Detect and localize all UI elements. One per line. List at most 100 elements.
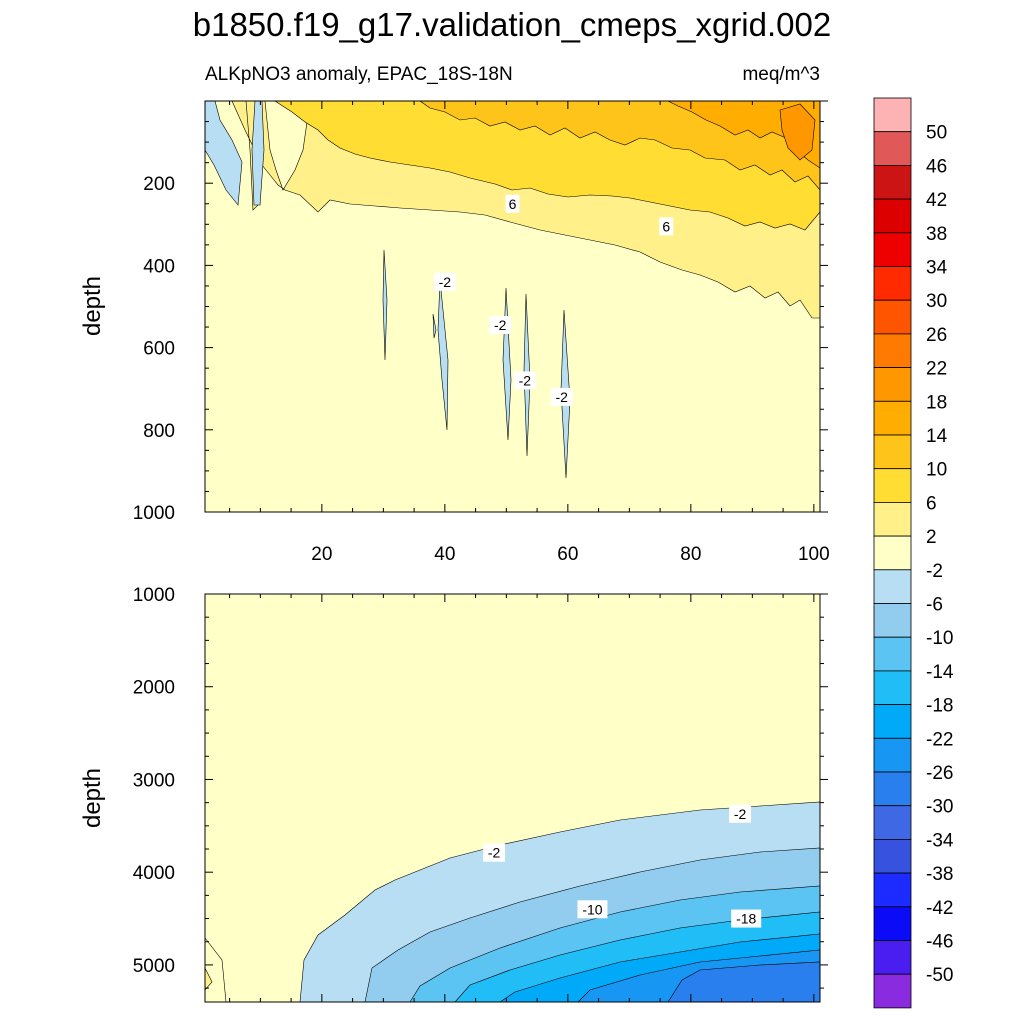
colorbar-box	[873, 333, 912, 368]
colorbar-label: 2	[926, 527, 937, 548]
contour-label: -2	[519, 372, 532, 388]
contour-label: -2	[488, 845, 501, 861]
upper-neg-streak-3	[432, 313, 437, 339]
colorbar-label: -10	[926, 628, 953, 649]
chart-title: b1850.f19_g17.validation_cmeps_xgrid.002	[193, 6, 831, 43]
upper-contour-fills	[204, 100, 821, 479]
contour-label-bg	[550, 387, 573, 406]
colorbar-box	[873, 569, 912, 604]
contour-label-bg	[513, 371, 536, 390]
contour-label: -18	[736, 911, 756, 927]
upper-panel: 20 40 60 80 100 200 400 600 800 1000 6 6 -2 -2 -2 -2 d…	[79, 100, 830, 565]
lower-frame	[204, 593, 821, 1003]
ytick-label: 3000	[133, 770, 175, 791]
xtick-label: 100	[798, 544, 830, 565]
contour-label: -10	[582, 901, 602, 917]
colorbar-box	[873, 367, 912, 402]
colorbar-box	[873, 97, 912, 133]
colorbar-label: 18	[926, 392, 947, 413]
contour-label: 6	[509, 196, 517, 212]
contour-label-bg	[433, 272, 456, 291]
contour-label-bg	[731, 909, 762, 928]
colorbar-box	[873, 805, 912, 840]
contour-label: -2	[734, 806, 747, 822]
lower-ylabel: depth	[79, 768, 106, 828]
colorbar-label: 46	[926, 156, 947, 177]
colorbar-label: -6	[926, 595, 943, 616]
contour-label-bg	[489, 315, 512, 334]
colorbar-label: -14	[926, 662, 954, 683]
upper-ticks: 20 40 60 80 100 200 400 600 800 1000	[133, 100, 830, 565]
xtick-label: 60	[557, 544, 578, 565]
lower-contour-labels: -2 -2 -10 -18	[483, 804, 762, 928]
ytick-label: 600	[143, 339, 175, 360]
colorbar-label: 6	[926, 493, 937, 514]
ytick-label: 4000	[133, 863, 175, 884]
colorbar-label: -42	[926, 898, 953, 919]
colorbar-box	[873, 501, 912, 537]
contour-label: 6	[662, 218, 670, 234]
ytick-label: 1000	[133, 503, 175, 524]
colorbar-box	[873, 940, 912, 975]
colorbar-label: 22	[926, 359, 947, 380]
colorbar-box	[873, 198, 912, 234]
colorbar-box	[873, 400, 912, 436]
colorbar-label: -26	[926, 763, 953, 784]
colorbar-box	[873, 164, 912, 200]
contour-label: -2	[439, 274, 452, 290]
colorbar-box	[873, 737, 912, 773]
colorbar-label: -38	[926, 864, 953, 885]
colorbar-box	[873, 670, 912, 706]
lower-panel: 1000 2000 3000 4000 5000 -2 -2 -10 -18 depth	[79, 585, 828, 1003]
upper-ylabel: depth	[79, 276, 106, 336]
xtick-label: 20	[311, 544, 332, 565]
colorbar-label: -34	[926, 830, 954, 851]
contour-label-bg	[729, 804, 752, 823]
upper-neg-streak-2	[437, 279, 449, 431]
contour-label-bg	[659, 217, 674, 236]
ytick-label: 800	[143, 421, 175, 442]
colorbar-label: 30	[926, 291, 947, 312]
ytick-label: 5000	[133, 956, 175, 977]
xtick-label: 40	[434, 544, 455, 565]
contour-label-bg	[505, 194, 520, 213]
colorbar-label: 26	[926, 325, 947, 346]
colorbar-label: 38	[926, 224, 947, 245]
upper-band-18-22	[779, 103, 816, 161]
colorbar-label: -18	[926, 696, 953, 717]
upper-neg-blob-left	[204, 100, 243, 206]
ytick-label: 200	[143, 174, 175, 195]
colorbar-box	[873, 771, 912, 807]
upper-contour-labels: 6 6 -2 -2 -2 -2	[433, 194, 674, 406]
contour-label: -2	[494, 317, 507, 333]
colorbar-box	[873, 839, 912, 874]
colorbar-box	[873, 973, 912, 1009]
contour-label-bg	[483, 843, 506, 862]
colorbar-box	[873, 266, 912, 301]
colorbar-box	[873, 131, 912, 166]
lower-contour-fills	[204, 801, 821, 1003]
contour-label: -2	[555, 389, 568, 405]
colorbar-box	[873, 636, 912, 672]
colorbar-label: 34	[926, 258, 948, 279]
ytick-label: 400	[143, 256, 175, 277]
ytick-label: 2000	[133, 678, 175, 699]
chart-subtitle-left: ALKpNO3 anomaly, EPAC_18S-18N	[205, 64, 513, 85]
colorbar-label: -50	[926, 965, 953, 986]
colorbar-box	[873, 872, 912, 908]
colorbar-label: -2	[926, 561, 943, 582]
upper-neg-streak-1	[382, 249, 388, 361]
colorbar-label: 42	[926, 190, 947, 211]
contour-label-bg	[577, 900, 608, 919]
colorbar-box	[873, 704, 912, 739]
colorbar: 50 46 42 38 34 30 26 22 18 14 10 6 2 -2 -6 -10 -14 -18 -22…	[873, 97, 954, 1009]
colorbar-box	[873, 535, 912, 571]
colorbar-label: -46	[926, 932, 953, 953]
colorbar-box	[873, 299, 912, 335]
colorbar-box	[873, 232, 912, 267]
lower-ticks: 1000 2000 3000 4000 5000	[133, 585, 828, 1002]
colorbar-box	[873, 468, 912, 503]
colorbar-label: -30	[926, 797, 953, 818]
colorbar-label: 14	[926, 426, 948, 447]
